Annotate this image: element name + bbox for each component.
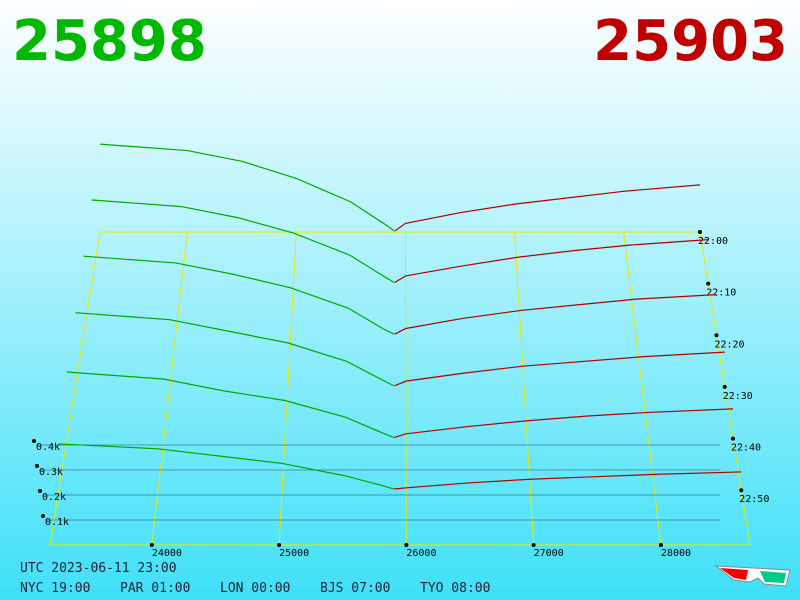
- time-tick: [722, 384, 727, 389]
- bid-curve: [66, 371, 394, 438]
- time-tick: [714, 333, 719, 338]
- zone-time: PAR 01:00: [120, 581, 190, 596]
- grid-line: [623, 231, 662, 546]
- glasses: [714, 565, 791, 587]
- grid-line: [151, 231, 188, 546]
- zone-time: TYO 08:00: [420, 581, 490, 596]
- grid-line: [514, 231, 535, 546]
- x-tick: [531, 543, 536, 547]
- ask-curve: [394, 239, 709, 284]
- utc-time: UTC 2023-06-11 23:00: [20, 561, 177, 576]
- ask-curve: [394, 408, 734, 438]
- x-tick: [149, 543, 154, 547]
- x-tick: [658, 543, 663, 547]
- x-tick-label: 27000: [534, 548, 564, 559]
- grid-line: [404, 231, 407, 546]
- x-tick: [404, 543, 409, 547]
- time-tick-label: 22:50: [739, 494, 769, 505]
- time-tick-label: 22:00: [698, 236, 728, 247]
- x-tick-label: 25000: [279, 548, 309, 559]
- bid-price: 25898: [12, 9, 207, 74]
- ask-curve: [394, 184, 701, 232]
- zone-time: LON 00:00: [220, 581, 290, 596]
- y-tick-label: 0.1k: [45, 517, 69, 528]
- y-tick: [41, 514, 45, 518]
- y-tick-label: 0.4k: [36, 442, 60, 453]
- floor: [49, 231, 751, 546]
- time-tick-label: 22:40: [731, 443, 761, 454]
- time-tick-label: 22:30: [723, 391, 753, 402]
- bid-curve: [83, 255, 395, 335]
- x-tick: [277, 543, 282, 547]
- ask-price: 25903: [593, 9, 788, 74]
- time-tick-label: 22:20: [714, 339, 744, 350]
- zone-time: BJS 07:00: [320, 581, 390, 596]
- plot: 24000 25000 26000 27000 28000 0.1k 0.2k 0.3k 0.4…: [32, 143, 769, 559]
- time-tick: [697, 230, 702, 234]
- ask-curve: [394, 351, 725, 387]
- grid-line: [278, 231, 297, 546]
- y-tick: [38, 489, 42, 493]
- y-tick: [35, 464, 39, 468]
- x-tick-label: 28000: [661, 548, 691, 559]
- y-tick-label: 0.2k: [42, 492, 66, 503]
- time-tick: [706, 281, 711, 286]
- bid-curve: [75, 312, 395, 387]
- time-tick-label: 22:10: [706, 288, 736, 299]
- time-tick: [739, 488, 744, 493]
- zone-time: NYC 19:00: [20, 581, 90, 596]
- bid-curve: [91, 199, 395, 284]
- time-tick: [730, 436, 735, 441]
- bid-curve: [58, 443, 394, 490]
- ask-curve: [394, 294, 717, 335]
- ask-curve: [394, 471, 742, 490]
- bid-curve: [100, 143, 395, 232]
- x-tick-label: 26000: [406, 548, 436, 559]
- y-tick: [32, 439, 36, 443]
- y-tick-label: 0.3k: [39, 467, 63, 478]
- x-tick-label: 24000: [152, 548, 182, 559]
